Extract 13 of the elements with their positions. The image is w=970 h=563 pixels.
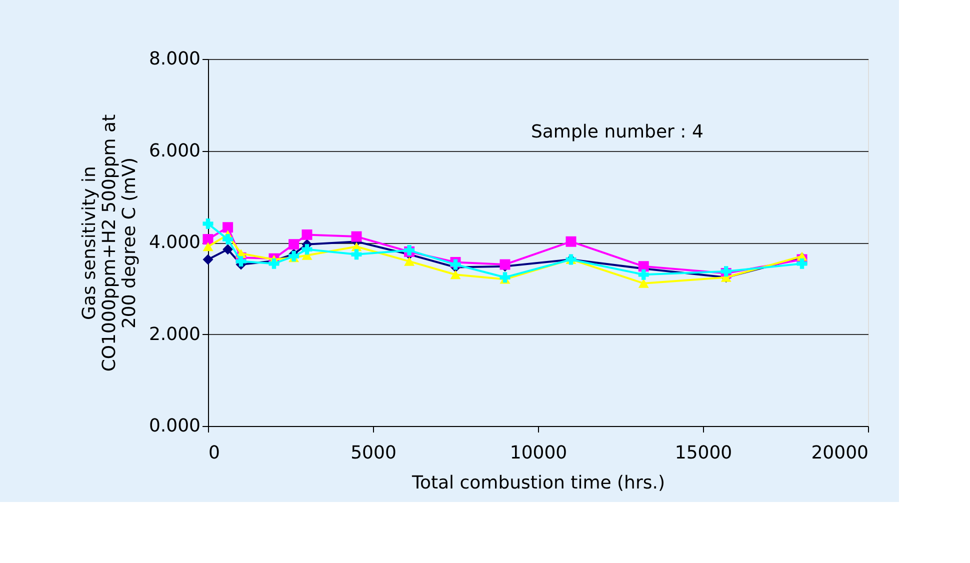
y-axis-title: Gas sensitivity in CO1000ppm+H2 500ppm at 200 degree C (mV) bbox=[78, 114, 140, 372]
x-tick-label: 0 bbox=[208, 442, 220, 464]
y-tick-label: 8.000 bbox=[148, 48, 200, 70]
annotation: Sample number : 4 bbox=[530, 121, 704, 142]
y-tick-label: 0.000 bbox=[148, 416, 200, 436]
x-tick-label: 15000 bbox=[674, 442, 732, 464]
x-tick-label: 20000 bbox=[811, 442, 868, 464]
x-tick-label: 10000 bbox=[510, 442, 568, 464]
x-axis-title: Total combustion time (hrs.) bbox=[411, 472, 665, 494]
x-tick-label: 5000 bbox=[350, 442, 396, 464]
y-tick-label: 4.000 bbox=[148, 232, 200, 253]
y-tick-label: 6.000 bbox=[148, 140, 200, 162]
y-tick-label: 2.000 bbox=[148, 324, 200, 345]
